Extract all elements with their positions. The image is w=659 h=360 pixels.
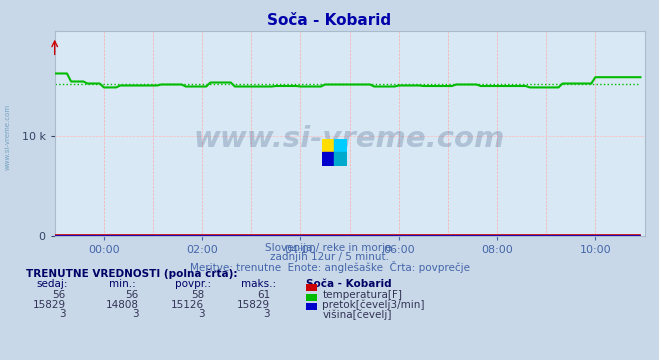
Text: 3: 3 <box>264 309 270 319</box>
Text: 15829: 15829 <box>237 300 270 310</box>
Text: Soča - Kobarid: Soča - Kobarid <box>268 13 391 28</box>
Text: 58: 58 <box>191 290 204 300</box>
Text: 56: 56 <box>53 290 66 300</box>
Text: TRENUTNE VREDNOSTI (polna črta):: TRENUTNE VREDNOSTI (polna črta): <box>26 268 238 279</box>
Text: 3: 3 <box>132 309 138 319</box>
Text: Meritve: trenutne  Enote: anglešaške  Črta: povprečje: Meritve: trenutne Enote: anglešaške Črta… <box>190 261 469 273</box>
Text: 15126: 15126 <box>171 300 204 310</box>
Text: 56: 56 <box>125 290 138 300</box>
Text: Slovenija / reke in morje.: Slovenija / reke in morje. <box>264 243 395 253</box>
Text: 3: 3 <box>198 309 204 319</box>
Text: višina[čevelj]: višina[čevelj] <box>322 309 391 320</box>
Text: 14808: 14808 <box>105 300 138 310</box>
Bar <box>334 139 347 152</box>
Text: Soča - Kobarid: Soča - Kobarid <box>306 279 392 289</box>
Text: 3: 3 <box>59 309 66 319</box>
Text: 61: 61 <box>257 290 270 300</box>
Text: min.:: min.: <box>109 279 136 289</box>
Text: maks.:: maks.: <box>241 279 275 289</box>
Text: pretok[čevelj3/min]: pretok[čevelj3/min] <box>322 300 425 310</box>
Bar <box>322 152 334 166</box>
Text: sedaj:: sedaj: <box>36 279 68 289</box>
Text: 15829: 15829 <box>33 300 66 310</box>
Text: temperatura[F]: temperatura[F] <box>322 290 402 300</box>
Text: www.si-vreme.com: www.si-vreme.com <box>5 104 11 170</box>
Text: povpr.:: povpr.: <box>175 279 211 289</box>
Bar <box>322 139 334 152</box>
Text: zadnjih 12ur / 5 minut.: zadnjih 12ur / 5 minut. <box>270 252 389 262</box>
Text: www.si-vreme.com: www.si-vreme.com <box>194 125 505 153</box>
Bar <box>334 152 347 166</box>
